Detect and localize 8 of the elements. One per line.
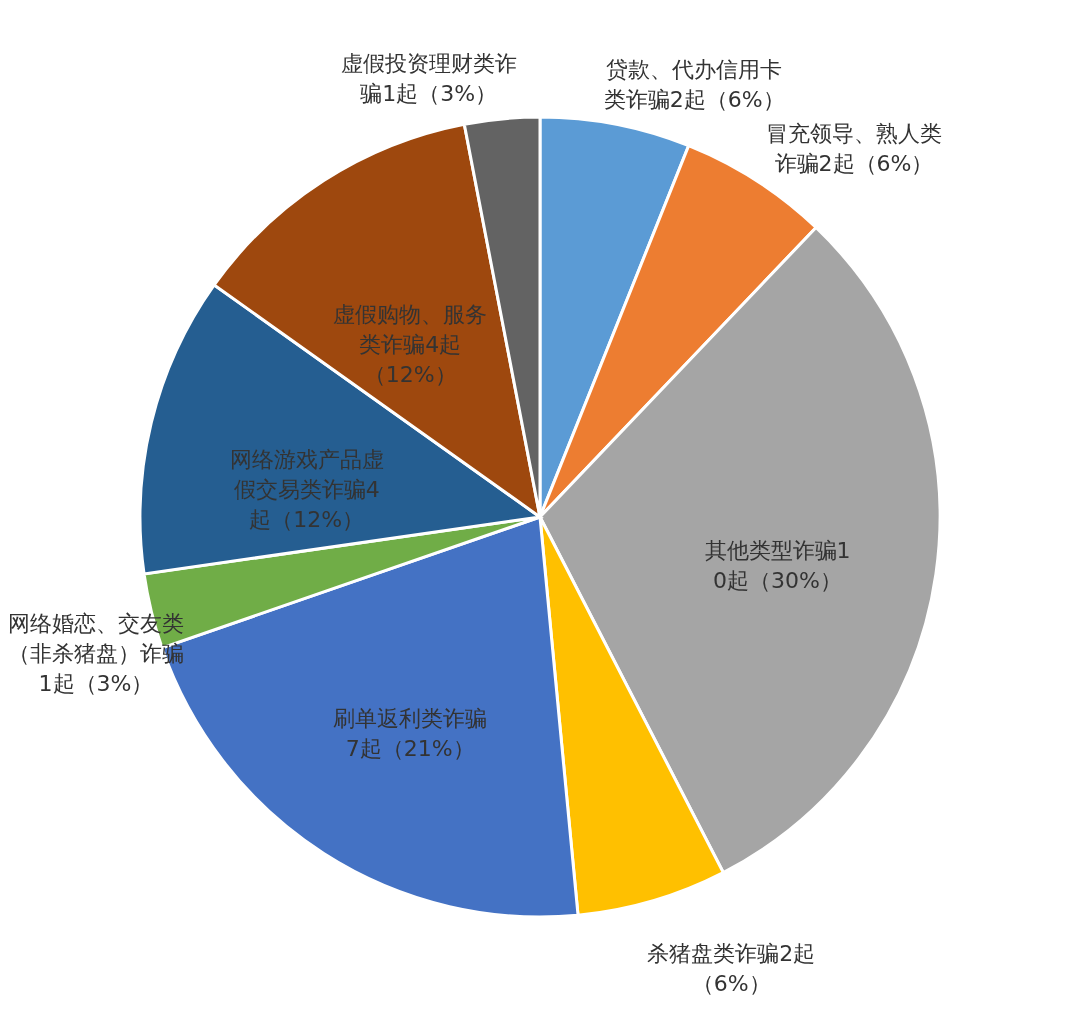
data-label: 冒充领导、熟人类诈骗2起（6%） [765, 121, 942, 177]
data-label: 其他类型诈骗10起（30%） [704, 538, 851, 594]
data-label: 贷款、代办信用卡类诈骗2起（6%） [603, 57, 785, 113]
data-label: 刷单返利类诈骗7起（21%） [333, 705, 488, 761]
data-label: 杀猪盘类诈骗2起（6%） [647, 940, 816, 996]
data-label: 虚假投资理财类诈骗1起（3%） [340, 51, 517, 107]
data-label: 网络游戏产品虚假交易类诈骗4起（12%） [229, 447, 384, 533]
data-label: 虚假购物、服务类诈骗4起（12%） [333, 302, 488, 388]
